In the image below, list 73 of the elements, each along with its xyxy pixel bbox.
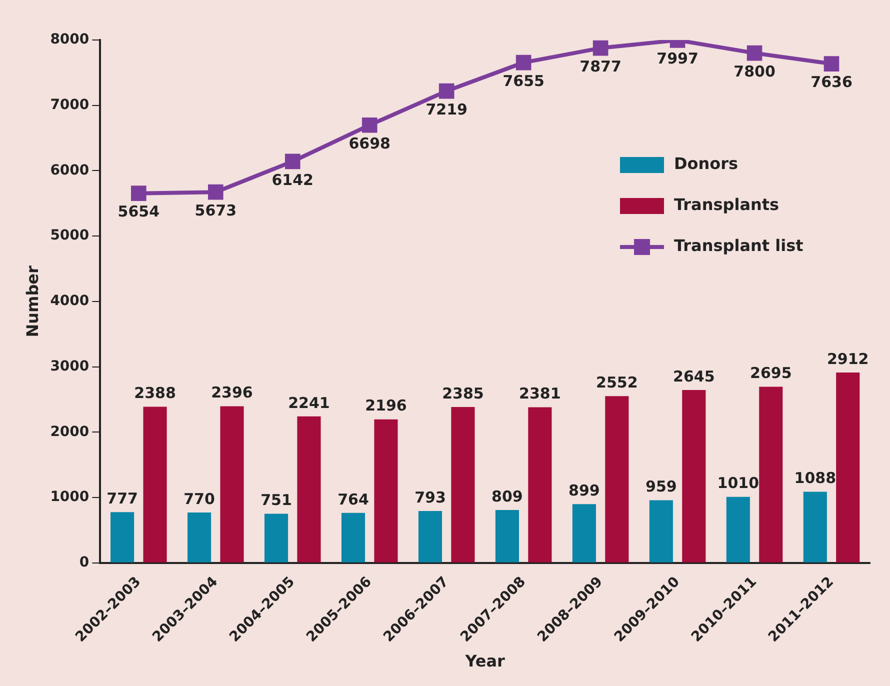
y-tick-label: 7000 [50, 97, 90, 113]
data-label: 7997 [656, 50, 698, 68]
data-label: 899 [568, 482, 600, 500]
bar [649, 500, 673, 562]
point [592, 40, 608, 56]
y-tick-label: 6000 [50, 162, 90, 178]
data-label: 2196 [365, 396, 407, 415]
y-tick-label: 5000 [50, 228, 90, 244]
data-label: 5654 [118, 202, 160, 221]
data-label: 959 [646, 478, 677, 496]
data-label: 2552 [596, 373, 638, 392]
legend-label: Transplants [674, 195, 780, 214]
data-label: 7219 [426, 100, 468, 118]
data-label: 5673 [194, 201, 237, 220]
data-label: 7636 [810, 73, 852, 92]
data-label: 793 [414, 488, 446, 506]
x-axis-title: Year [464, 652, 506, 671]
bar [264, 514, 288, 562]
point [131, 186, 146, 201]
bar [759, 386, 783, 562]
y-tick-label: 1000 [50, 489, 90, 506]
bar [418, 511, 442, 562]
bar [220, 406, 244, 562]
legend-label: Donors [674, 154, 738, 174]
y-tick-label: 0 [79, 554, 90, 571]
y-axis-title: Number [22, 266, 42, 338]
bar [188, 512, 212, 562]
data-label: 1088 [794, 469, 836, 488]
data-label: 2385 [442, 384, 484, 402]
y-tick-label: 8000 [50, 32, 90, 48]
data-label: 7800 [734, 62, 776, 80]
point [362, 117, 378, 133]
data-label: 6698 [348, 134, 390, 152]
data-label: 7877 [580, 57, 622, 76]
point [746, 45, 762, 61]
point [208, 184, 224, 200]
data-label: 809 [492, 487, 523, 506]
bar [605, 396, 629, 562]
data-label: 2381 [519, 384, 561, 403]
bar [143, 406, 167, 562]
data-label: 770 [184, 490, 215, 508]
data-label: 2645 [673, 367, 715, 386]
bar [297, 416, 321, 562]
data-label: 777 [106, 489, 138, 508]
data-label: 2396 [211, 384, 253, 402]
bar [726, 496, 750, 562]
y-tick-label: 4000 [50, 293, 90, 310]
bar [803, 492, 827, 562]
data-label: 1010 [717, 474, 760, 492]
bar [451, 406, 475, 562]
point [824, 56, 840, 72]
data-label: 2241 [288, 394, 330, 412]
bar [572, 504, 596, 562]
data-label: 6142 [272, 170, 314, 189]
data-label: 764 [338, 490, 369, 508]
data-label: 2695 [750, 364, 792, 382]
bar [495, 510, 519, 562]
y-tick-label: 2000 [50, 424, 90, 440]
bar [528, 407, 552, 562]
bar [341, 512, 366, 562]
data-label: 751 [260, 491, 292, 510]
point [284, 154, 300, 170]
y-tick-label: 3000 [50, 358, 90, 374]
bar [682, 390, 706, 562]
data-label: 2912 [826, 350, 869, 368]
point [438, 83, 454, 99]
bar [374, 419, 398, 562]
point [516, 54, 532, 70]
bar [110, 512, 134, 562]
data-label: 2388 [134, 384, 176, 402]
data-label: 7655 [502, 72, 544, 90]
legend-label: Transplant list [674, 236, 804, 256]
bar [836, 372, 860, 562]
